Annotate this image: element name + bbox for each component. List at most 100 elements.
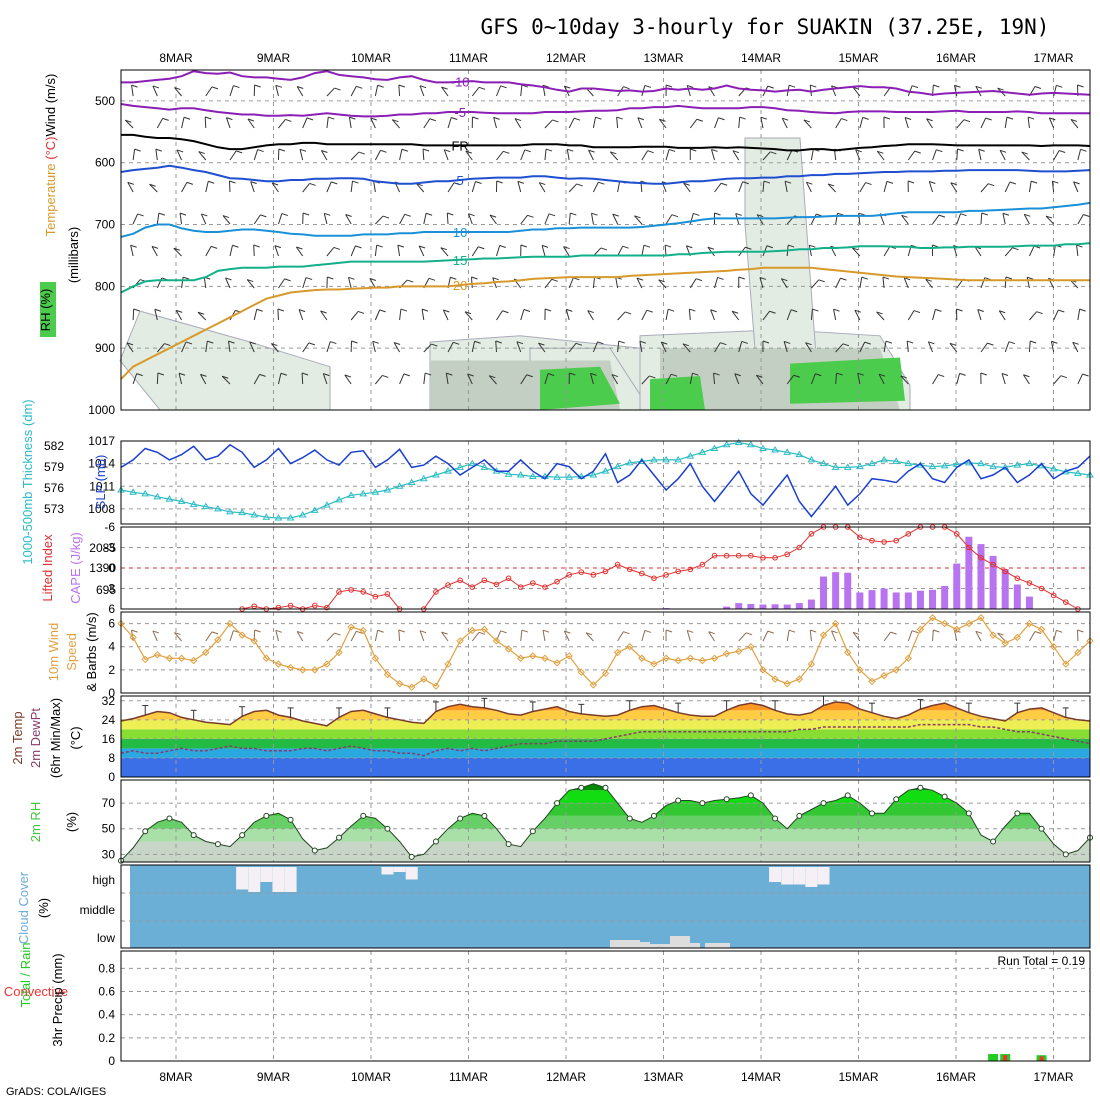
wind-barb-flag [862,116,869,120]
wind-barb [762,630,769,642]
thickness-marker [977,459,985,467]
wind-barb [660,341,667,353]
wind-barb-flag [441,86,448,90]
bottom-date-label: 9MAR [257,1070,291,1084]
wind-barb [544,119,553,129]
wind-barb [326,87,335,97]
wind-speed-marker [202,648,210,657]
wind-barb-flag [552,119,559,123]
rh-legend: RH (%) [38,282,56,337]
y-tick-label: 0 [108,686,115,700]
wind-barb [882,277,885,289]
rh2m-marker [287,816,294,823]
wind-barb-flag [228,340,235,344]
wind-barb-flag [151,245,159,249]
rh2m-panel: 70 50 30 2m RH (%) [28,779,1093,864]
wind-barb-flag [564,630,571,634]
wind-barb [322,373,328,385]
wind-barb [295,246,304,257]
rh2m-marker [578,784,585,791]
wind-barb [1004,117,1008,129]
wind-barb-flag [468,213,475,217]
rh2m-marker [336,834,343,841]
wind-barb-flag [668,148,676,152]
cape-bar [1013,584,1021,609]
wind-barb-flag [176,149,184,153]
wind-barb [391,119,400,129]
thickness-marker [1001,463,1010,470]
lifted-index-marker [614,561,621,568]
panel-border [120,779,1091,863]
wind-barb [447,342,454,353]
wind-barb [1029,311,1038,321]
wind-barb-flag [595,116,602,120]
wind-barb-flag [665,629,673,633]
wind-barb [956,373,961,385]
wind-barb-flag [682,343,690,347]
wind-barb-flag [207,340,214,344]
wind-barb [1076,245,1079,257]
wind-barb [1004,276,1007,289]
wind-barb [1004,181,1011,193]
thickness-marker [468,459,477,467]
wind-barb-flag [950,182,957,186]
lifted-index-marker [360,589,367,595]
wind-barb-flag [957,148,964,152]
wind-barb [636,277,643,289]
wind-barb-flag [591,212,598,216]
wind-panel-bg [121,612,1090,693]
wind-barb-flag [611,374,619,378]
y-tick-label: 16 [102,732,116,746]
wind-barb [827,183,837,193]
wind-barb [617,245,624,257]
wind-barb-flag [731,310,739,314]
thickness-marker [504,470,513,477]
wind-barb-flag [542,84,550,88]
wind-speed-marker [868,677,876,686]
wind-barb-flag [914,150,921,154]
wind-barb [132,308,135,321]
wind-barb [1077,309,1081,321]
rh2m-marker [675,797,682,804]
lifted-index-marker [384,591,391,597]
y-tick-label: 50 [102,822,116,836]
cape-bar [1001,569,1009,609]
wind-barb [350,631,357,642]
wind-barb-flag [573,117,581,121]
wind-barb-flag [349,116,356,120]
wind-barb [1048,117,1055,129]
wind-barb [399,149,403,161]
thickness-marker [880,455,888,463]
wind-barb [350,86,357,97]
wind-barb-flag [297,630,304,634]
wind-speed-marker [335,648,343,657]
wind-barb-flag [277,308,285,312]
wind-barb [617,631,624,642]
wind-speed-marker [226,619,234,628]
wind-barb-flag [790,309,798,313]
wind-barb [641,309,648,321]
wind-barb-flag [841,118,848,122]
wind-barb-flag [500,630,507,634]
thickness-marker [1074,469,1082,476]
wind-barb [348,117,352,129]
wind-barb-flag [670,373,678,377]
wind-barb-flag [127,181,134,185]
wind-barb-flag [285,118,292,122]
wind-barb-flag [1045,215,1053,219]
wind-barb-flag [975,630,982,634]
wind-barb-flag [1034,85,1042,89]
wind-barb [253,309,258,321]
wind-barb [464,311,473,321]
y-tick-label: 500 [95,94,115,108]
rh2m-marker [723,796,730,803]
wind-barb-flag [517,180,525,184]
wind-barb [517,181,522,193]
wind-barb-flag [840,277,847,281]
thickness-marker [686,452,695,459]
thickness-marker [323,501,331,508]
rh2m-marker [820,800,827,807]
wind-barb-flag [925,278,932,282]
isotherm-20 [120,266,1090,380]
wind-speed-marker [904,654,913,662]
